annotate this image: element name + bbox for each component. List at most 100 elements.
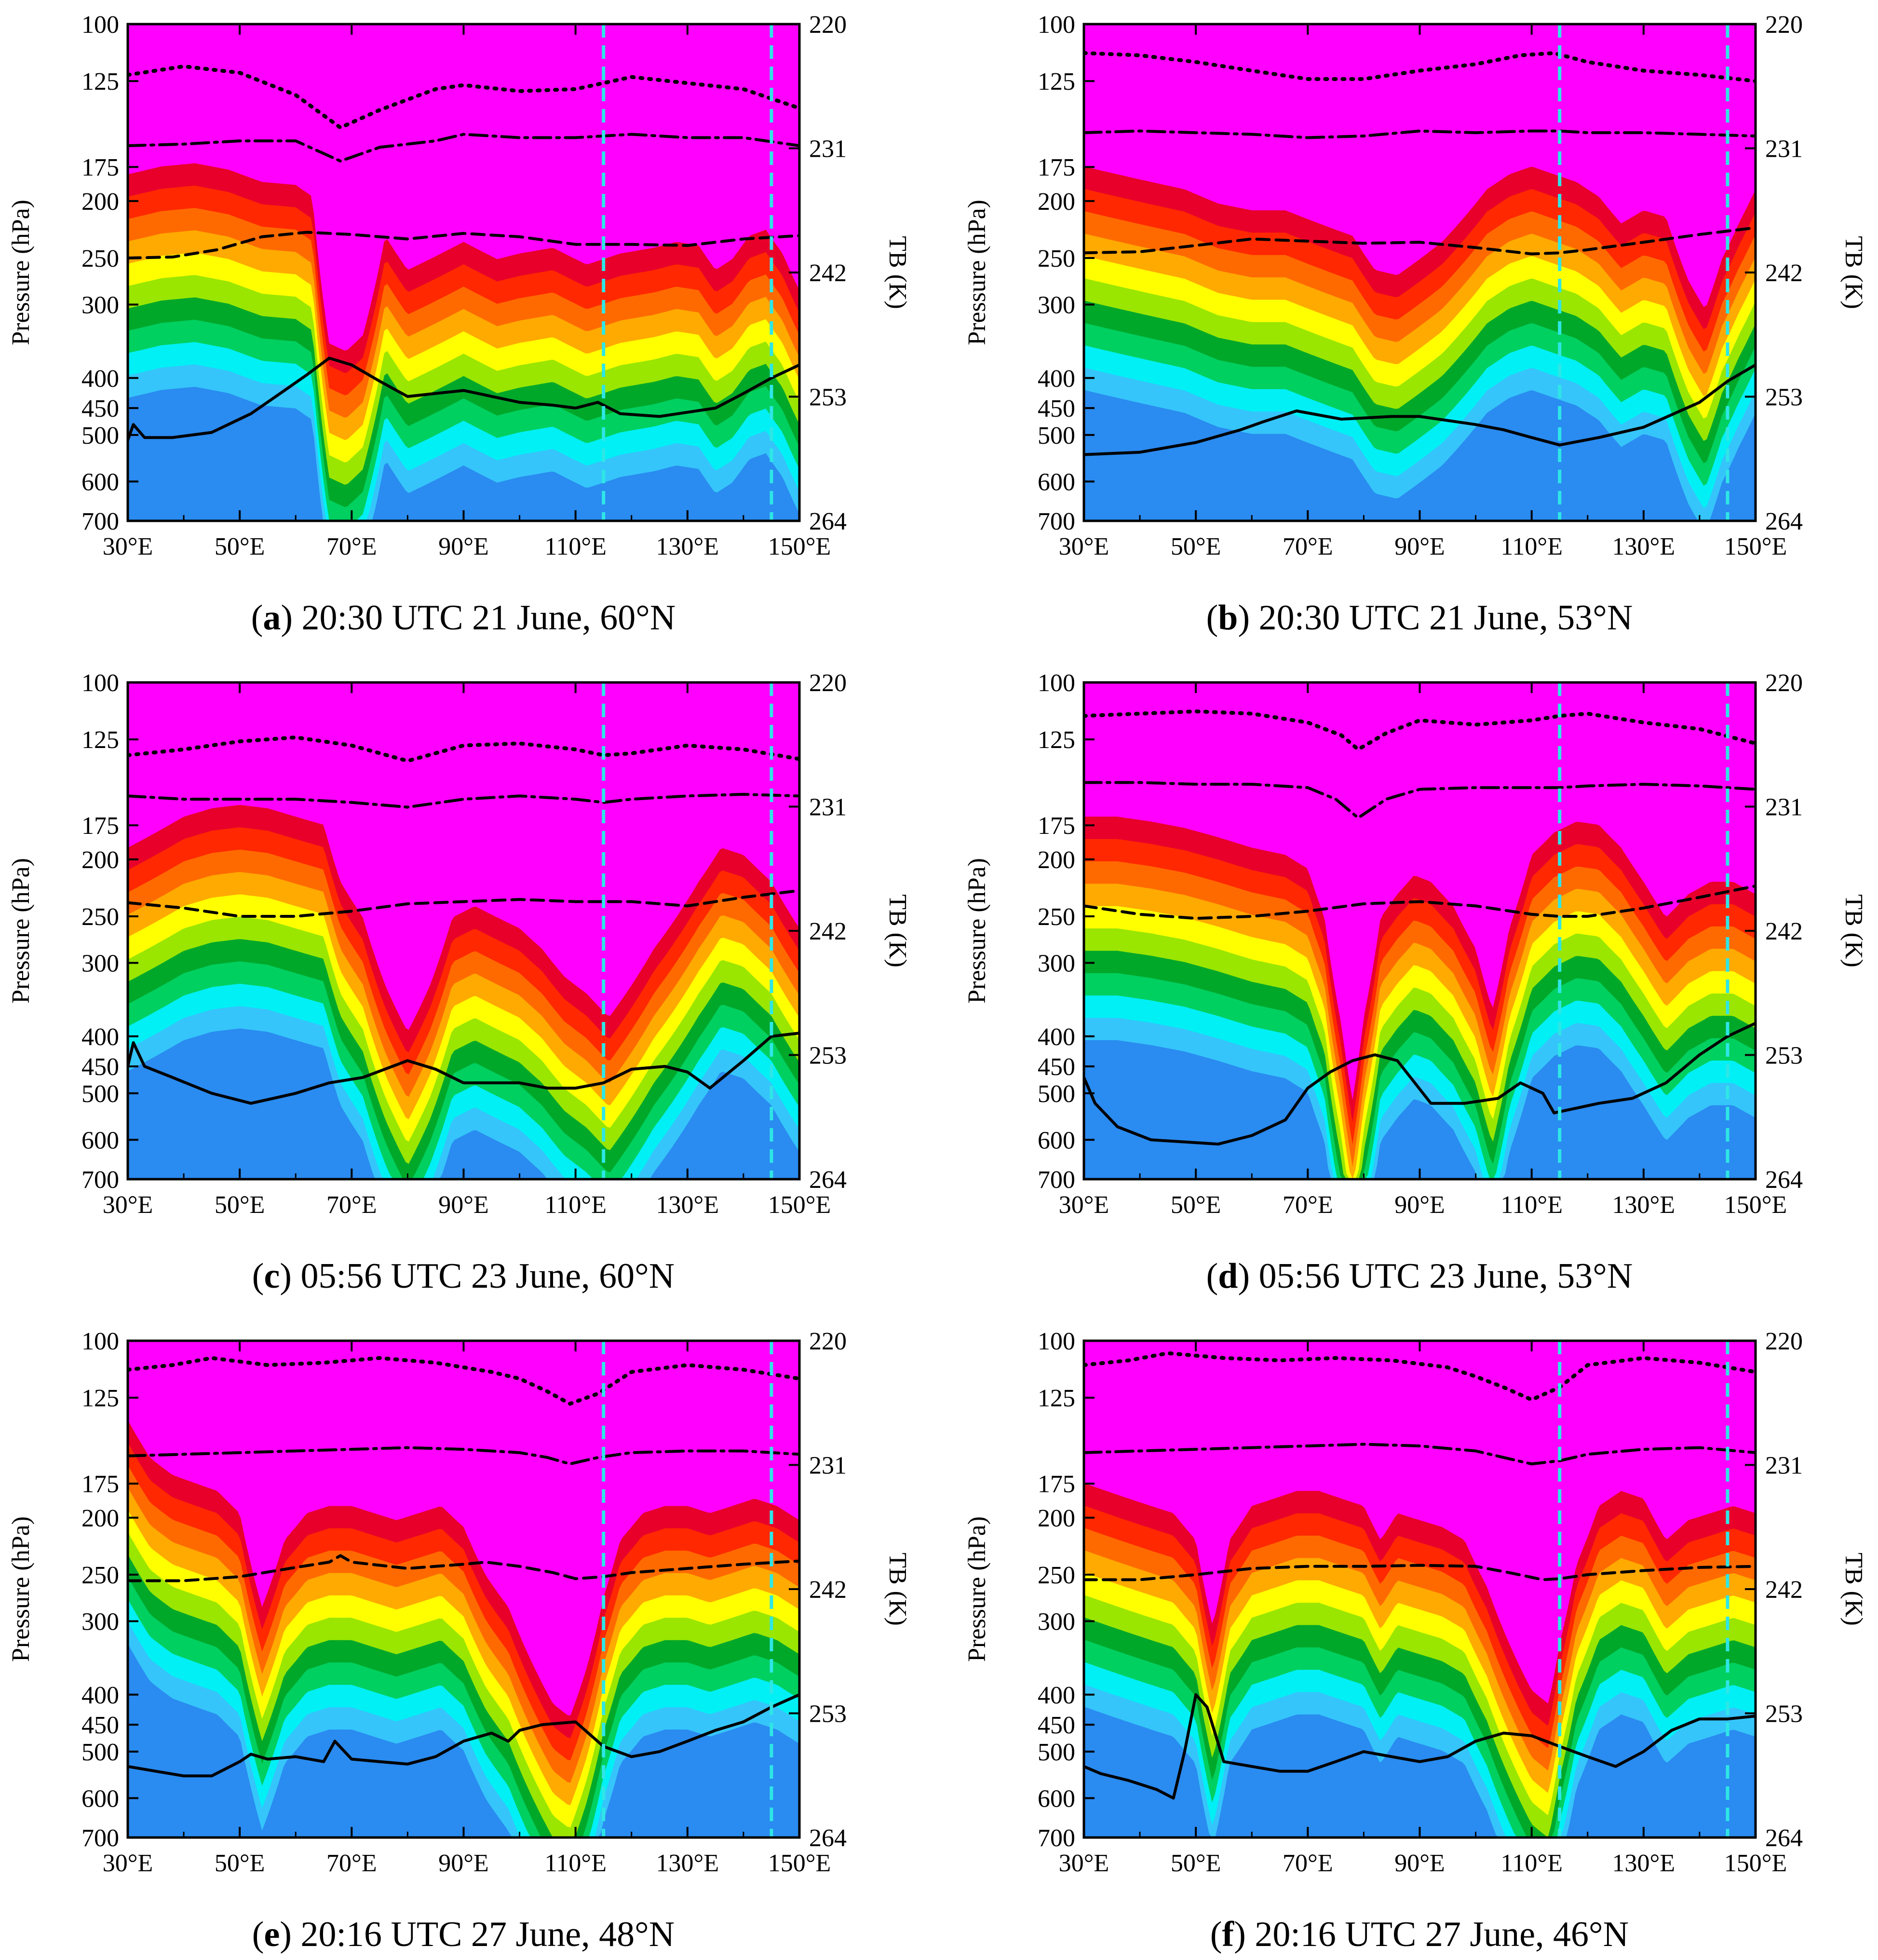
y-tick-label: 700	[81, 1166, 119, 1194]
series-line-dotted	[128, 64, 799, 130]
y-tick-label: 125	[1038, 68, 1075, 95]
y2-tick-label: 220	[809, 11, 847, 39]
y2-tick-label: 264	[809, 508, 847, 535]
y-tick-label: 125	[81, 68, 119, 95]
x-tick-label: 70°E	[1283, 533, 1333, 560]
y-tick-label: 175	[81, 154, 119, 181]
panel-caption: (b) 20:30 UTC 21 June, 53°N	[1206, 598, 1633, 638]
caption-letter: c	[264, 1256, 280, 1296]
y2-tick-label: 231	[1765, 794, 1803, 821]
x-tick-label: 90°E	[438, 1191, 489, 1219]
series-line-dotted	[1084, 709, 1756, 751]
x-tick-label: 110°E	[1500, 1191, 1563, 1219]
y2-tick-label: 231	[1765, 136, 1803, 163]
y2-tick-label: 231	[1765, 1452, 1803, 1480]
y-tick-label: 175	[1038, 1470, 1075, 1498]
y-tick-label: 450	[81, 1712, 119, 1739]
caption-text: 05:56 UTC 23 June, 53°N	[1250, 1256, 1633, 1296]
y-tick-label: 500	[1038, 1739, 1075, 1766]
y-tick-label: 100	[81, 1328, 119, 1355]
y-tick-label: 450	[81, 1053, 119, 1081]
y-tick-label: 500	[1038, 1080, 1075, 1108]
x-tick-label: 90°E	[1394, 1191, 1445, 1219]
series-line-dash-dot	[1084, 1443, 1756, 1466]
x-tick-label: 70°E	[326, 1850, 377, 1877]
series-line-dashed	[1084, 226, 1756, 256]
x-tick-label: 70°E	[1283, 1850, 1333, 1877]
y-tick-label: 250	[1038, 1562, 1075, 1589]
y2-tick-label: 242	[809, 1576, 847, 1604]
series-line-solid	[1084, 363, 1756, 456]
upper-magenta-region	[1084, 1341, 1756, 1681]
y-tick-label: 400	[81, 365, 119, 393]
y-tick-label: 100	[1038, 1328, 1075, 1355]
x-tick-label: 90°E	[438, 1850, 489, 1877]
y-axis-title-right: TB (K)	[884, 894, 911, 967]
caption-letter: f	[1222, 1915, 1235, 1954]
y2-tick-label: 253	[1765, 1701, 1803, 1728]
series-line-dotted	[1084, 51, 1756, 83]
y-tick-label: 600	[81, 1785, 119, 1812]
y-tick-label: 500	[1038, 422, 1075, 449]
plot-area	[1084, 682, 1756, 1179]
y-tick-label: 300	[81, 292, 119, 319]
y2-tick-label: 253	[809, 1701, 847, 1728]
series-line-dotted	[128, 1356, 799, 1406]
upper-magenta-region	[128, 24, 799, 328]
y-tick-label: 300	[1038, 292, 1075, 319]
y-tick-label: 200	[81, 188, 119, 216]
y2-tick-label: 231	[809, 794, 847, 821]
x-tick-label: 90°E	[1394, 533, 1445, 560]
x-tick-label: 150°E	[768, 1191, 831, 1219]
panel-b: Pressure (hPa) TB (K) (b) 20:30 UTC 21 J…	[963, 11, 1867, 638]
x-tick-label: 130°E	[656, 533, 719, 560]
y-tick-label: 125	[1038, 1385, 1075, 1412]
y2-tick-label: 264	[1765, 1824, 1803, 1852]
x-tick-label: 150°E	[1724, 1191, 1787, 1219]
y-tick-label: 600	[81, 468, 119, 496]
caption-text: 05:56 UTC 23 June, 60°N	[292, 1256, 675, 1296]
y-axis-title-left: Pressure (hPa)	[7, 858, 35, 1004]
y-tick-label: 700	[81, 508, 119, 535]
y2-tick-label: 220	[1765, 11, 1803, 39]
x-tick-label: 110°E	[544, 533, 607, 560]
caption-text: 20:16 UTC 27 June, 46°N	[1246, 1915, 1629, 1954]
panel-d: Pressure (hPa) TB (K) (d) 05:56 UTC 23 J…	[963, 669, 1867, 1296]
x-tick-label: 50°E	[1171, 1850, 1221, 1877]
y-tick-label: 175	[1038, 812, 1075, 840]
y2-tick-label: 242	[1765, 1576, 1803, 1604]
y2-tick-label: 253	[809, 1042, 847, 1070]
series-line-dashed	[128, 1554, 799, 1582]
series-line-dotted	[1084, 1351, 1756, 1402]
y-tick-label: 250	[81, 1562, 119, 1589]
y-tick-label: 450	[1038, 1053, 1075, 1081]
y-axis-title-right: TB (K)	[884, 236, 911, 309]
y-tick-label: 125	[1038, 726, 1075, 754]
x-tick-label: 130°E	[1612, 533, 1675, 560]
y-axis-title-right: TB (K)	[1840, 894, 1867, 967]
x-tick-label: 150°E	[768, 533, 831, 560]
y2-tick-label: 242	[809, 259, 847, 287]
x-tick-label: 70°E	[326, 1191, 377, 1219]
x-tick-label: 130°E	[656, 1850, 719, 1877]
y2-tick-label: 220	[809, 1328, 847, 1355]
y-tick-label: 600	[1038, 468, 1075, 496]
x-tick-label: 110°E	[544, 1850, 607, 1877]
x-tick-label: 130°E	[656, 1191, 719, 1219]
x-tick-label: 90°E	[1394, 1850, 1445, 1877]
y-axis-title-right: TB (K)	[1840, 236, 1867, 309]
y-tick-label: 700	[81, 1824, 119, 1852]
x-tick-label: 30°E	[103, 1191, 153, 1219]
panel-caption: (f) 20:16 UTC 27 June, 46°N	[1210, 1915, 1629, 1954]
x-tick-label: 30°E	[103, 1850, 153, 1877]
x-tick-label: 70°E	[326, 533, 377, 560]
x-tick-label: 150°E	[1724, 1850, 1787, 1877]
x-tick-label: 50°E	[1171, 533, 1221, 560]
y-tick-label: 450	[81, 395, 119, 422]
y2-tick-label: 242	[809, 918, 847, 945]
caption-text: 20:30 UTC 21 June, 53°N	[1250, 598, 1633, 638]
y2-tick-label: 253	[1765, 1042, 1803, 1070]
panel-e: Pressure (hPa) TB (K) (e) 20:16 UTC 27 J…	[7, 1328, 911, 1954]
panel-caption: (a) 20:30 UTC 21 June, 60°N	[251, 598, 676, 638]
y2-tick-label: 253	[809, 384, 847, 411]
